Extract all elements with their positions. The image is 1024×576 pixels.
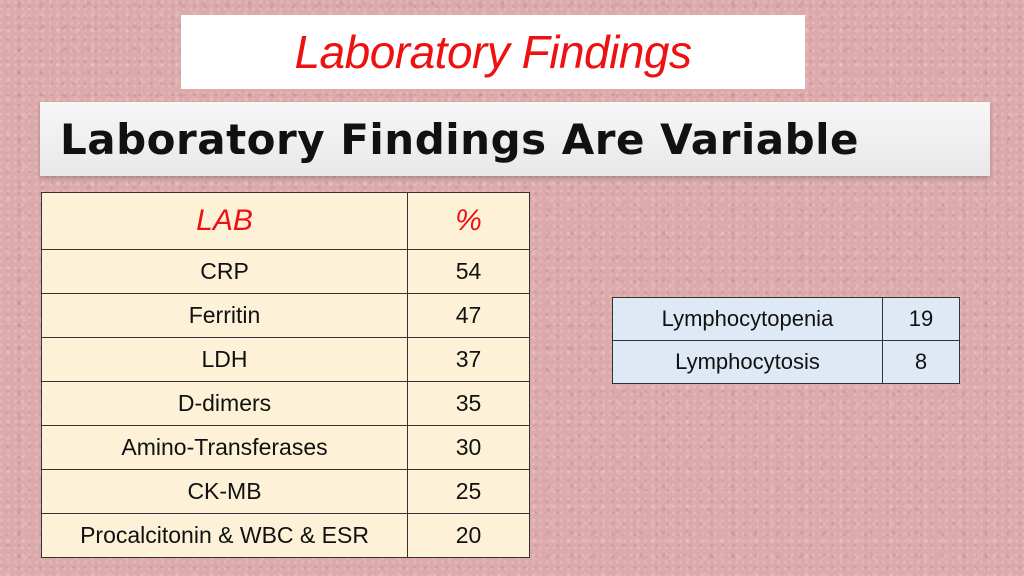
percent-cell: 25 bbox=[407, 469, 530, 514]
lab-name-cell: CRP bbox=[41, 249, 408, 294]
percent-cell: 30 bbox=[407, 425, 530, 470]
percent-cell: 20 bbox=[407, 513, 530, 558]
page-subtitle: Laboratory Findings Are Variable bbox=[60, 114, 860, 164]
percent-cell: 37 bbox=[407, 337, 530, 382]
lymph-value-cell: 19 bbox=[882, 297, 960, 341]
subtitle-banner: Laboratory Findings Are Variable bbox=[40, 102, 990, 176]
table-row: Lymphocytosis 8 bbox=[612, 340, 960, 384]
page-title: Laboratory Findings bbox=[294, 26, 692, 78]
title-banner: Laboratory Findings bbox=[181, 15, 805, 89]
percent-column-header: % bbox=[407, 192, 530, 250]
lab-name-cell: D-dimers bbox=[41, 381, 408, 426]
percent-cell: 35 bbox=[407, 381, 530, 426]
lab-name-cell: Amino-Transferases bbox=[41, 425, 408, 470]
lab-findings-table: LAB % CRP 54 Ferritin 47 LDH 37 D-dimers… bbox=[41, 192, 530, 558]
lab-name-cell: LDH bbox=[41, 337, 408, 382]
table-row: Ferritin 47 bbox=[41, 293, 530, 338]
lab-name-cell: CK-MB bbox=[41, 469, 408, 514]
table-row: Lymphocytopenia 19 bbox=[612, 297, 960, 341]
percent-cell: 47 bbox=[407, 293, 530, 338]
table-row: CRP 54 bbox=[41, 249, 530, 294]
table-row: CK-MB 25 bbox=[41, 469, 530, 514]
lymph-name-cell: Lymphocytosis bbox=[612, 340, 883, 384]
lab-name-cell: Ferritin bbox=[41, 293, 408, 338]
lymph-value-cell: 8 bbox=[882, 340, 960, 384]
lymphocyte-table: Lymphocytopenia 19 Lymphocytosis 8 bbox=[612, 297, 960, 384]
lab-name-cell: Procalcitonin & WBC & ESR bbox=[41, 513, 408, 558]
table-row: Procalcitonin & WBC & ESR 20 bbox=[41, 513, 530, 558]
percent-cell: 54 bbox=[407, 249, 530, 294]
table-row: LDH 37 bbox=[41, 337, 530, 382]
table-row: Amino-Transferases 30 bbox=[41, 425, 530, 470]
lymph-name-cell: Lymphocytopenia bbox=[612, 297, 883, 341]
lab-column-header: LAB bbox=[41, 192, 408, 250]
lab-table-header-row: LAB % bbox=[41, 192, 530, 250]
table-row: D-dimers 35 bbox=[41, 381, 530, 426]
